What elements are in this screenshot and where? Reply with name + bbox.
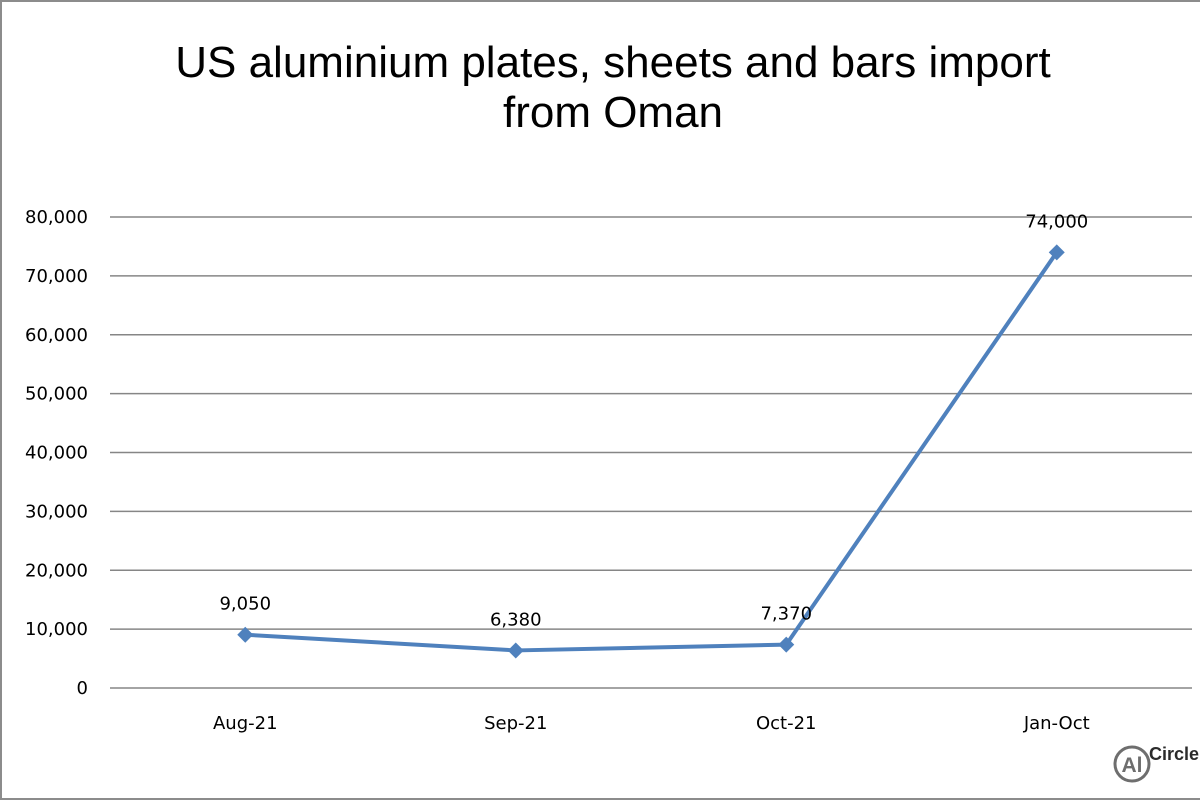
logo-badge-text: Al — [1122, 754, 1143, 777]
x-tick-label: Aug-21 — [213, 713, 278, 734]
x-axis-tick-labels: Aug-21 Sep-21 Oct-21 Jan-Oct — [213, 713, 1090, 734]
y-tick-label: 30,000 — [25, 501, 88, 522]
logo-badge-icon — [1113, 745, 1151, 783]
y-tick-label: 70,000 — [25, 266, 88, 287]
data-label: 74,000 — [1025, 211, 1088, 232]
gridlines — [110, 216, 1192, 689]
x-tick-label: Oct-21 — [756, 713, 817, 734]
data-point-marker — [1048, 244, 1065, 261]
y-axis-tick-labels: 0 10,000 20,000 30,000 40,000 50,000 60,000 70,… — [25, 207, 88, 699]
logo-text: Circle — [1149, 744, 1199, 764]
series-line — [245, 251, 1059, 653]
chart-title-line-2: from Oman — [502, 88, 724, 137]
chart-title-line-1: US aluminium plates, sheets and bars imp… — [175, 38, 1051, 87]
series-group — [237, 244, 1065, 659]
y-tick-label: 40,000 — [25, 443, 88, 464]
chart-title: US aluminium plates, sheets and bars imp… — [0, 38, 1200, 138]
data-labels: 9,050 6,380 7,370 74,000 — [219, 211, 1088, 630]
data-label: 6,380 — [490, 609, 542, 630]
x-tick-label: Sep-21 — [484, 713, 547, 734]
y-tick-label: 60,000 — [25, 325, 88, 346]
data-label: 9,050 — [219, 594, 271, 615]
data-label: 7,370 — [760, 604, 812, 625]
data-point-marker — [778, 636, 795, 653]
data-point-marker — [507, 642, 524, 659]
y-tick-label: 80,000 — [25, 207, 88, 228]
y-tick-label: 10,000 — [25, 619, 88, 640]
logo: Al Circle — [1113, 744, 1199, 783]
x-tick-label: Jan-Oct — [1023, 713, 1090, 734]
y-tick-label: 20,000 — [25, 560, 88, 581]
data-point-marker — [237, 626, 254, 643]
y-tick-label: 50,000 — [25, 384, 88, 405]
y-tick-label: 0 — [77, 678, 88, 699]
